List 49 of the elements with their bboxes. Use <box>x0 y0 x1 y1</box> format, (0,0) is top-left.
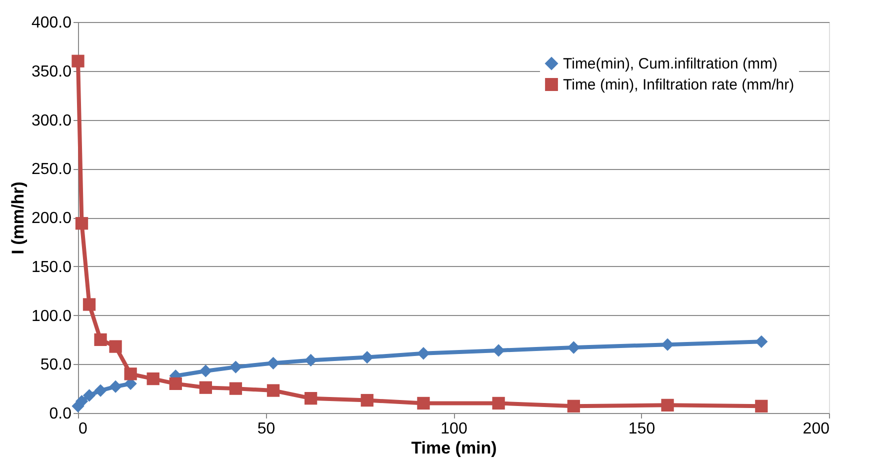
point <box>82 389 96 402</box>
point <box>94 384 107 397</box>
x-tick-label: 0 <box>78 420 88 438</box>
point <box>417 347 430 360</box>
point <box>266 384 280 397</box>
y-tick-label: 150.0 <box>31 258 72 276</box>
point <box>492 396 505 410</box>
point <box>661 398 674 412</box>
point <box>72 54 84 68</box>
point <box>360 350 374 364</box>
point <box>567 341 580 354</box>
point <box>755 400 768 412</box>
point <box>229 360 242 374</box>
point <box>755 335 768 348</box>
x-tick-label: 150 <box>628 420 656 438</box>
y-tick-label: 0.0 <box>49 406 72 422</box>
point <box>567 400 580 412</box>
point <box>199 364 212 378</box>
point <box>75 217 88 230</box>
point <box>146 372 160 386</box>
point <box>124 368 137 380</box>
x-tick-label: 100 <box>440 420 468 438</box>
point <box>304 354 318 367</box>
point <box>75 394 88 408</box>
y-tick-label: 250.0 <box>31 161 72 178</box>
point <box>266 356 280 370</box>
point <box>417 396 430 410</box>
y-tick-label: 100.0 <box>31 308 72 325</box>
point <box>492 344 505 357</box>
point <box>94 333 107 346</box>
point <box>304 392 318 405</box>
x-tick-label: 50 <box>257 420 276 438</box>
y-tick-label: 400.0 <box>31 14 72 32</box>
legend-label: Time (min), Infiltration rate (mm/hr) <box>563 76 794 94</box>
y-tick-label: 350.0 <box>31 63 72 80</box>
point <box>229 382 242 395</box>
y-tick-label: 200.0 <box>31 210 72 227</box>
legend-label: Time(min), Cum.infiltration (mm) <box>563 56 778 72</box>
point <box>109 340 122 353</box>
y-axis-title: I (mm/hr) <box>8 182 28 254</box>
point <box>109 380 122 393</box>
point <box>82 298 96 311</box>
x-tick-label: 200 <box>802 420 830 438</box>
y-tick-label: 50.0 <box>40 356 72 374</box>
point <box>169 377 182 390</box>
point <box>199 381 212 394</box>
point <box>360 394 374 407</box>
x-axis-title: Time (min) <box>411 438 497 458</box>
y-tick-label: 300.0 <box>31 112 72 130</box>
